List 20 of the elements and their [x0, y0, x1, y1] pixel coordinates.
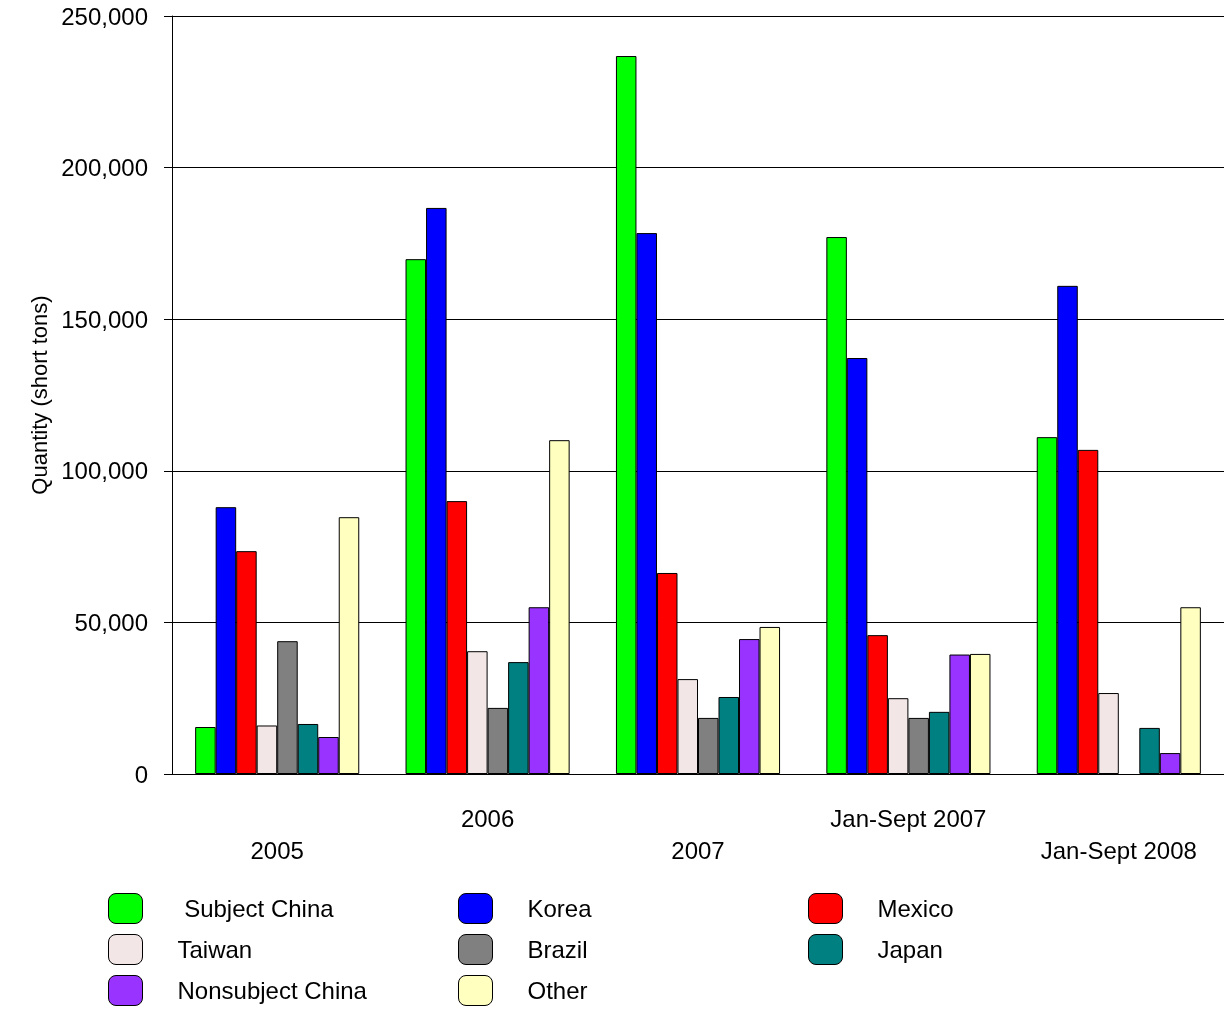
y-tick-label: 0: [134, 760, 148, 788]
legend-label: Nonsubject China: [177, 977, 368, 1004]
x-tick-label: 2006: [460, 804, 515, 832]
y-tick-label: 50,000: [74, 608, 148, 636]
legend-label: Subject China: [177, 895, 335, 922]
legend-label: Other: [527, 977, 588, 1004]
x-tick-label: 2007: [671, 836, 725, 864]
x-tick-label: 2005: [250, 836, 304, 864]
legend-label: Korea: [527, 895, 593, 922]
legend-label: Japan: [877, 936, 943, 963]
legend-label: Brazil: [527, 936, 588, 963]
y-axis-title: Quantity (short tons): [26, 295, 52, 495]
x-tick-label: Jan-Sept 2008: [1040, 836, 1197, 864]
y-tick-label: 100,000: [61, 457, 148, 485]
x-tick-label: Jan-Sept 2007: [830, 804, 987, 832]
y-tick-label: 150,000: [61, 305, 148, 333]
legend-label: Mexico: [877, 895, 954, 922]
legend-label: Taiwan: [177, 936, 253, 963]
y-tick-label: 250,000: [61, 2, 148, 30]
y-tick-label: 200,000: [61, 154, 148, 182]
